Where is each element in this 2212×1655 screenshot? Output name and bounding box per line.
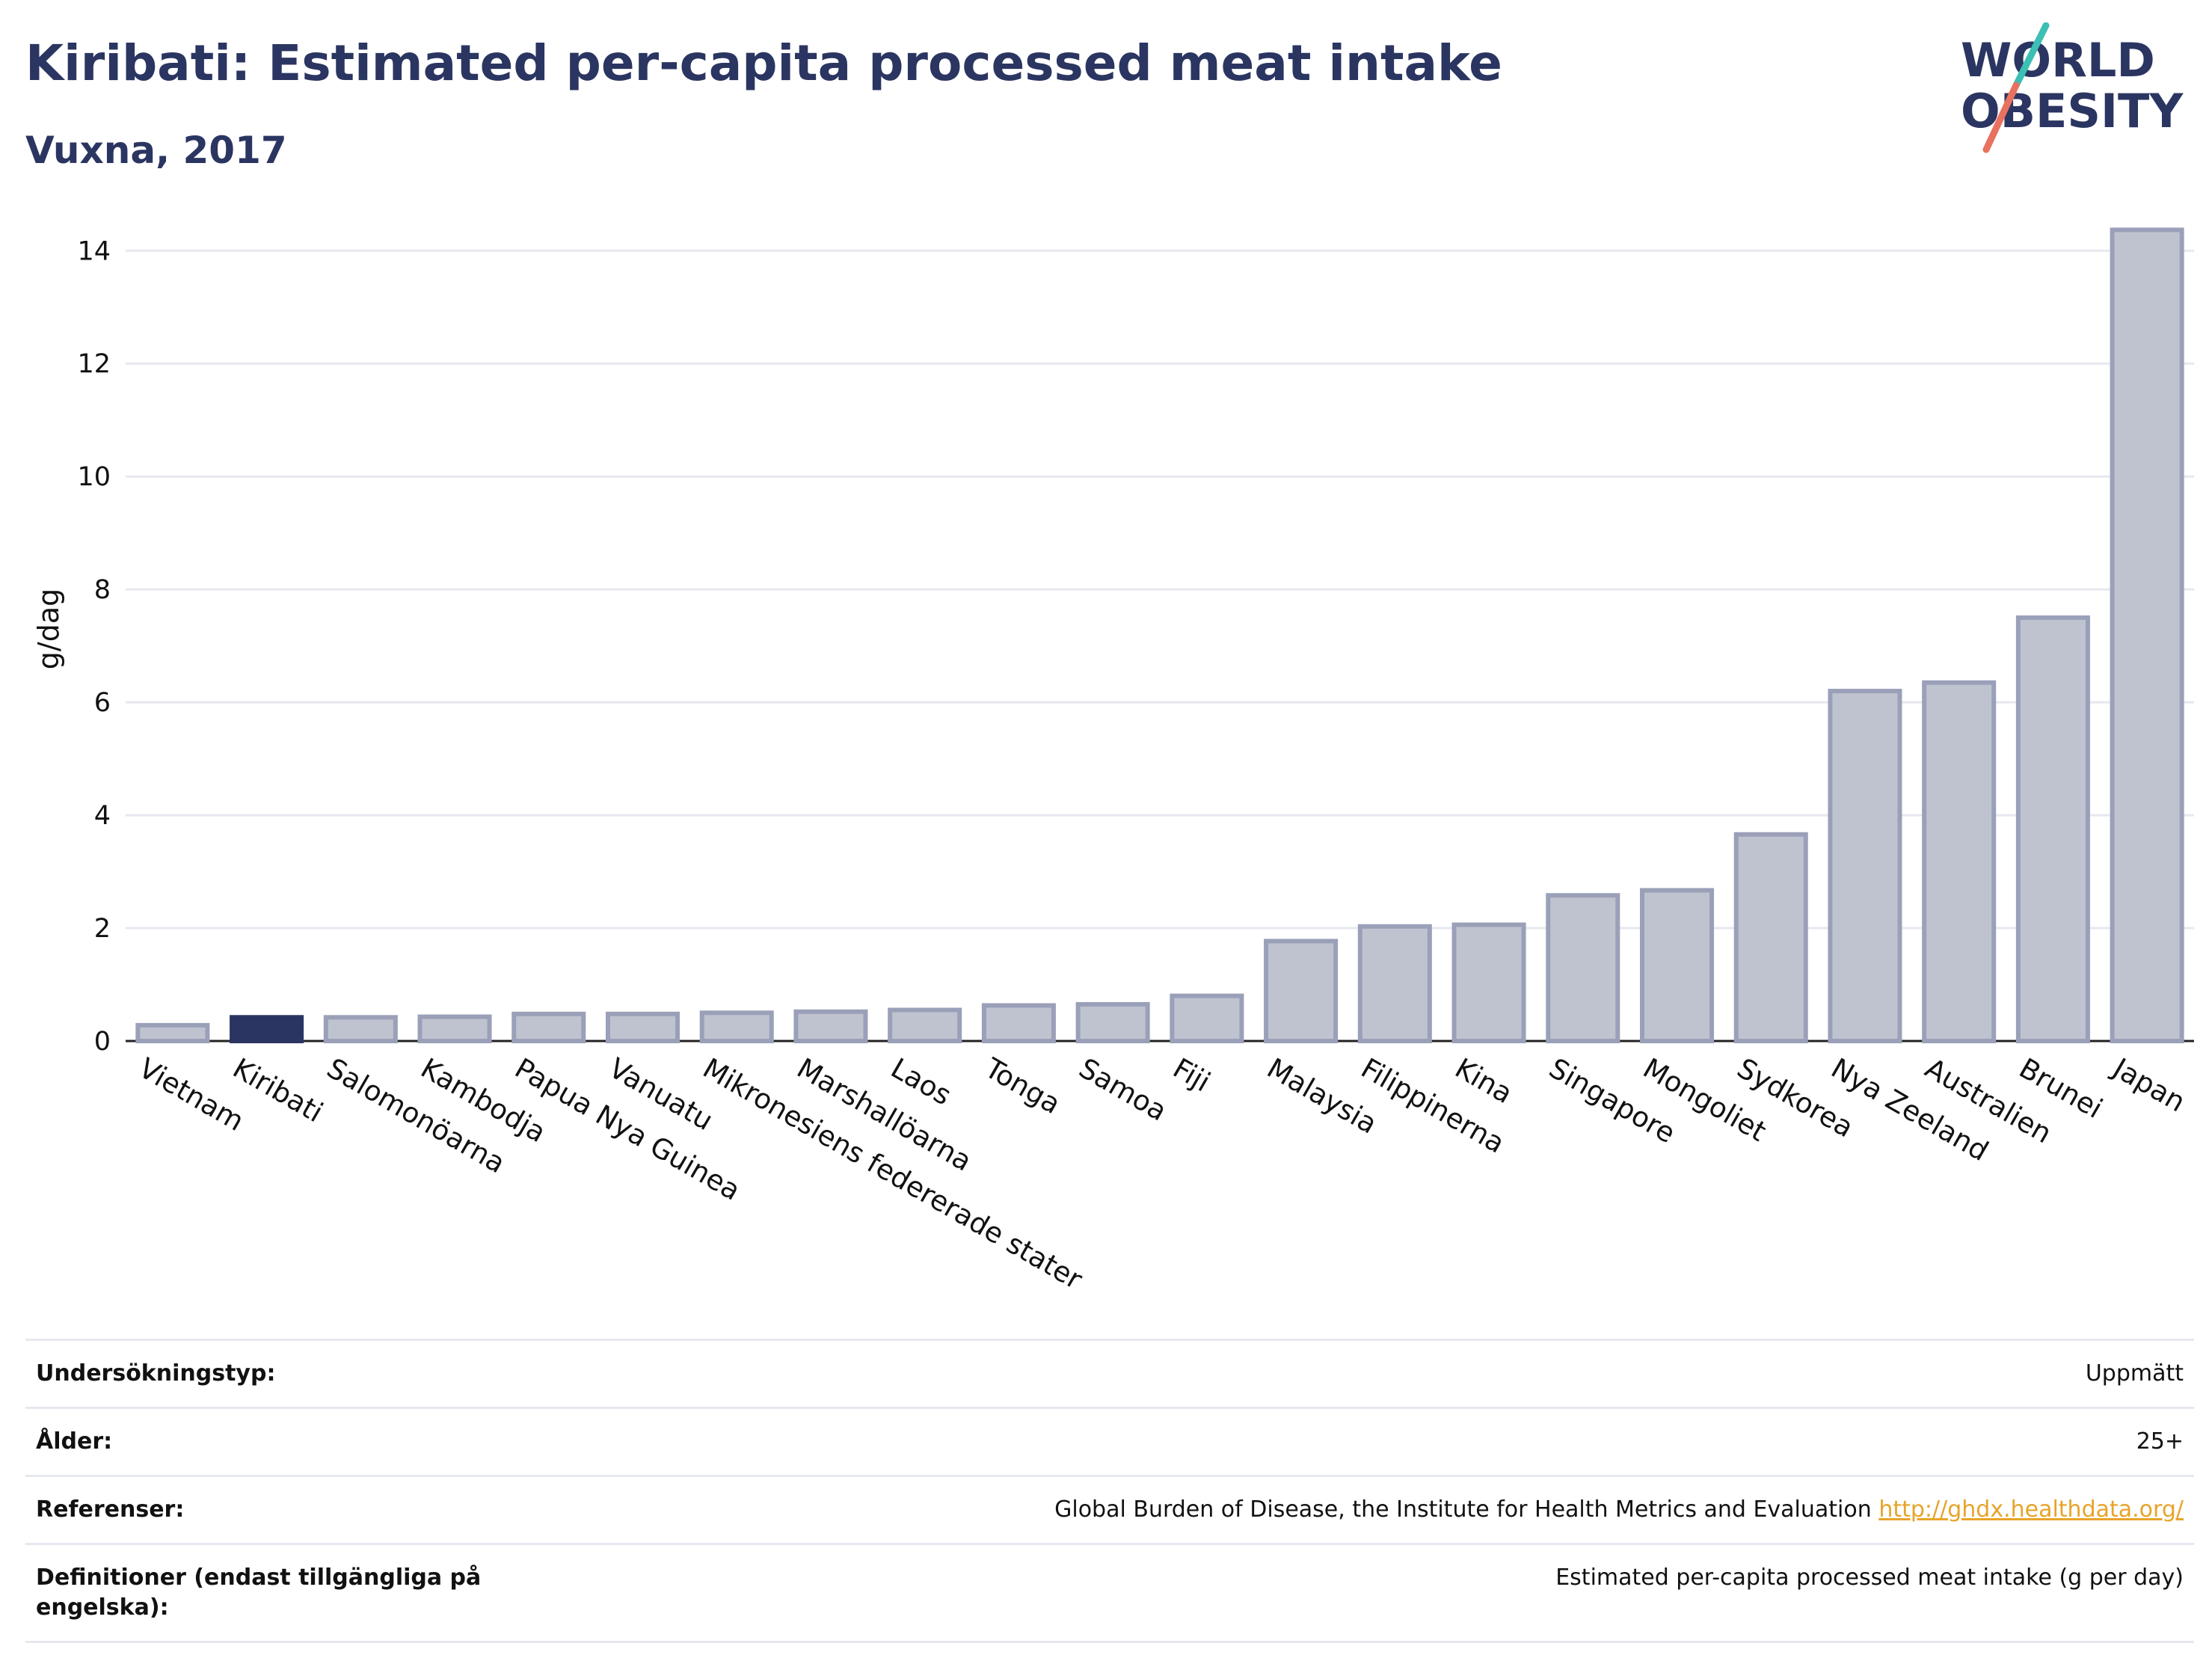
info-key: Ålder: [36, 1428, 113, 1455]
info-row-definitions: Definitioner (endast tillgängliga på eng… [25, 1545, 2194, 1643]
bar-mikronesiens-federerade-stater[interactable] [699, 1010, 774, 1043]
y-tick-label: 6 [94, 688, 111, 718]
bar-vanuatu[interactable] [605, 1011, 681, 1044]
reference-text: Global Burden of Disease, the Institute … [1054, 1496, 1872, 1523]
bar-marshallöarna[interactable] [793, 1009, 868, 1044]
y-tick-label: 14 [77, 236, 111, 266]
bars [135, 227, 2184, 1044]
x-axis-labels: VietnamKiribatiSalomonöarnaKambodjaPapua… [133, 1051, 2190, 1296]
bar-kina[interactable] [1451, 922, 1526, 1043]
y-tick-label: 12 [77, 349, 111, 379]
logo-teal-stroke [2012, 22, 2050, 89]
world-obesity-logo-graphic: WORLD OBESITY [1961, 22, 2184, 153]
x-tick-label: Vietnam [133, 1052, 249, 1137]
info-table: Undersökningstyp: Uppmätt Ålder: 25+ Ref… [25, 1339, 2194, 1643]
bar-singapore[interactable] [1546, 893, 1620, 1044]
chart-subtitle: Vuxna, 2017 [25, 129, 287, 172]
bar-vietnam[interactable] [135, 1022, 210, 1043]
x-tick-label: Japan [2107, 1051, 2191, 1119]
bar-mongoliet[interactable] [1639, 888, 1715, 1043]
x-tick-label: Kina [1450, 1052, 1518, 1111]
y-axis: 0 2 4 6 8 10 12 14 [77, 236, 111, 1057]
bar-sydkorea[interactable] [1733, 832, 1808, 1044]
bar-australien[interactable] [1922, 680, 1997, 1044]
info-row-survey-type: Undersökningstyp: Uppmätt [25, 1341, 2194, 1409]
bar-papua-nya-guinea[interactable] [511, 1011, 586, 1044]
logo-coral-stroke [1982, 82, 2020, 153]
chart-title: Kiribati: Estimated per-capita processed… [25, 34, 1502, 92]
y-tick-label: 2 [94, 914, 111, 944]
bar-laos[interactable] [888, 1007, 962, 1044]
info-key: Definitioner (endast tillgängliga på eng… [36, 1565, 482, 1621]
y-tick-label: 0 [94, 1027, 111, 1057]
info-key: Undersökningstyp: [36, 1360, 276, 1387]
y-tick-label: 4 [94, 801, 111, 831]
world-obesity-logo[interactable]: WORLD OBESITY [1952, 22, 2199, 157]
bar-brunei[interactable] [2015, 615, 2090, 1043]
bar-kambodja[interactable] [417, 1014, 492, 1043]
bar-samoa[interactable] [1075, 1001, 1150, 1043]
bar-filippinerna[interactable] [1357, 924, 1432, 1044]
y-axis-title: g/dag [32, 589, 65, 669]
info-row-references: Referenser: Global Burden of Disease, th… [25, 1477, 2194, 1545]
bar-chart: 0 2 4 6 8 10 12 14 VietnamKiribatiSalomonöarnaK… [32, 227, 2194, 1296]
info-row-age: Ålder: 25+ [25, 1409, 2194, 1477]
info-value: Uppmätt [2085, 1360, 2184, 1387]
x-tick-label: Nya Zeeland [1825, 1052, 1994, 1168]
info-value: Global Burden of Disease, the Institute … [1054, 1495, 2184, 1525]
info-value: Estimated per-capita processed meat inta… [1555, 1565, 2184, 1591]
bar-nya-zeeland[interactable] [1828, 689, 1902, 1043]
bar-salomonöarna[interactable] [323, 1015, 398, 1043]
logo-line1: WORLD [1961, 33, 2155, 87]
bar-malaysia[interactable] [1264, 939, 1339, 1043]
x-tick-label: Tonga [979, 1051, 1066, 1120]
y-tick-label: 8 [94, 575, 111, 605]
bar-fiji[interactable] [1170, 993, 1244, 1044]
y-tick-label: 10 [77, 462, 111, 492]
reference-link[interactable]: http://ghdx.healthdata.org/ [1878, 1496, 2184, 1523]
bar-tonga[interactable] [981, 1003, 1056, 1044]
x-tick-label: Samoa [1074, 1052, 1173, 1128]
info-value: 25+ [2136, 1428, 2184, 1455]
bar-japan[interactable] [2110, 227, 2184, 1044]
bar-kiribati[interactable] [230, 1015, 304, 1043]
info-key: Referenser: [36, 1496, 185, 1523]
x-tick-label: Fiji [1167, 1052, 1215, 1099]
